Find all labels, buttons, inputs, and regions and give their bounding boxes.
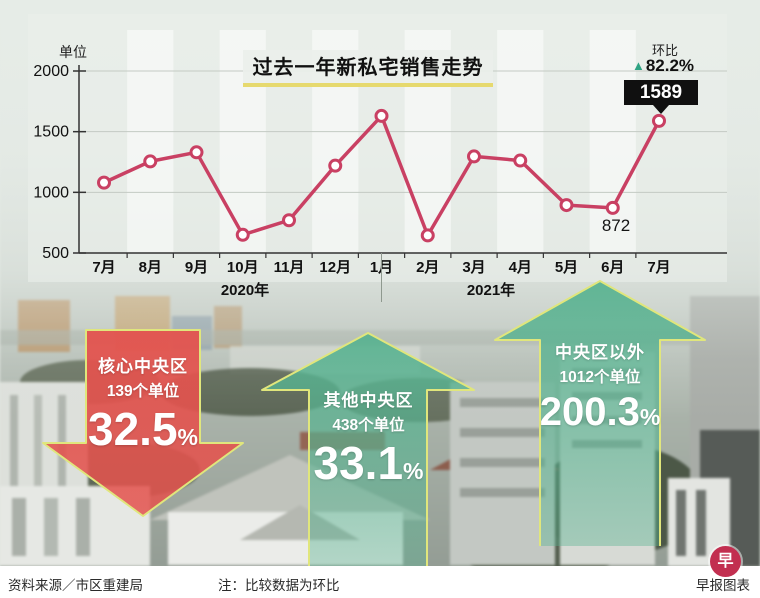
up-arrow-outside-central bbox=[494, 280, 706, 546]
y-tick-label: 1000 bbox=[33, 184, 69, 201]
other-central-stats: 其他中央区 438个单位 33.1% bbox=[256, 386, 481, 486]
region-name: 中央区以外 bbox=[555, 343, 645, 362]
zaobao-logo: 早 bbox=[710, 546, 741, 577]
x-tick-label: 11月 bbox=[274, 259, 305, 276]
data-point bbox=[652, 113, 666, 128]
year-label: 2021年 bbox=[467, 281, 515, 299]
column-band bbox=[497, 30, 544, 253]
data-source: 资料来源／市区重建局 bbox=[8, 578, 143, 593]
up-triangle-icon: ▲ bbox=[631, 58, 645, 73]
mom-change-label: 环比 bbox=[651, 43, 678, 58]
mom-change-value: ▲82.2% bbox=[612, 56, 714, 76]
footnote: 注：比较数据为环比 bbox=[218, 578, 340, 593]
x-tick-label: 7月 bbox=[647, 259, 670, 276]
footer-bar: 资料来源／市区重建局 注：比较数据为环比 早报图表 bbox=[0, 566, 760, 598]
x-tick-label: 8月 bbox=[139, 259, 162, 276]
x-tick-label: 4月 bbox=[509, 259, 532, 276]
peak-value-callout: 1589 bbox=[624, 80, 698, 114]
region-percent: 33.1% bbox=[313, 437, 424, 489]
year-label: 2020年 bbox=[221, 281, 269, 299]
region-units: 1012个单位 bbox=[559, 369, 641, 386]
june-value-label: 872 bbox=[601, 216, 631, 235]
y-tick-label: 2000 bbox=[33, 63, 69, 80]
outside-central-stats: 中央区以外 1012个单位 200.3% bbox=[490, 338, 710, 432]
data-point bbox=[235, 227, 250, 242]
x-tick-label: 6月 bbox=[601, 259, 624, 276]
x-tick-label: 5月 bbox=[555, 259, 578, 276]
x-tick-label: 3月 bbox=[462, 259, 485, 276]
core-central-stats: 核心中央区 139个单位 32.5% bbox=[35, 352, 251, 452]
data-point bbox=[467, 149, 481, 164]
data-point bbox=[559, 198, 574, 213]
region-units: 139个单位 bbox=[106, 383, 180, 400]
x-tick-label: 10月 bbox=[227, 259, 259, 276]
y-tick-label: 1500 bbox=[33, 124, 69, 141]
sales-line bbox=[102, 114, 661, 238]
data-point bbox=[189, 145, 204, 160]
region-name: 核心中央区 bbox=[98, 357, 188, 376]
data-point bbox=[328, 158, 343, 173]
region-name: 其他中央区 bbox=[323, 391, 414, 410]
column-band bbox=[127, 30, 174, 253]
data-point bbox=[374, 108, 389, 123]
region-percent: 32.5% bbox=[88, 403, 198, 455]
data-point bbox=[282, 213, 296, 228]
column-band bbox=[589, 30, 636, 253]
x-tick-label: 12月 bbox=[319, 259, 351, 276]
data-point bbox=[97, 175, 111, 190]
region-units: 438个单位 bbox=[332, 417, 405, 434]
chart-title: 过去一年新私宅销售走势 bbox=[243, 50, 493, 87]
x-tick-label: 2月 bbox=[416, 259, 439, 276]
mom-percent: 82.2% bbox=[645, 56, 695, 75]
y-axis-unit-label: 单位 bbox=[59, 44, 87, 60]
y-tick-label: 500 bbox=[42, 245, 69, 262]
x-tick-label: 7月 bbox=[92, 259, 115, 276]
publisher-credit: 早报图表 bbox=[696, 578, 750, 593]
data-point bbox=[605, 200, 620, 215]
down-arrow-core-central bbox=[42, 329, 244, 517]
data-point bbox=[420, 228, 435, 243]
region-percent: 200.3% bbox=[539, 390, 661, 434]
data-point bbox=[143, 154, 158, 169]
x-tick-label: 9月 bbox=[185, 259, 208, 276]
up-arrow-other-central bbox=[261, 332, 475, 592]
data-point bbox=[513, 153, 528, 168]
